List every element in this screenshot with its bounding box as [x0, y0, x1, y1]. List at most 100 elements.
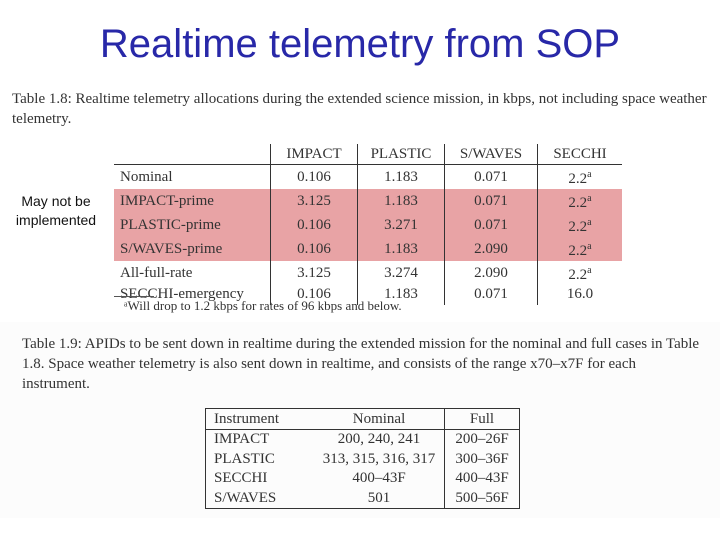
cell-plastic-value: 1.183	[384, 286, 418, 303]
cell-swaves-value: 0.071	[474, 286, 508, 303]
table-row: S/WAVES-prime 0.106 1.183 2.090 2.2a	[114, 237, 622, 261]
footnote-mark: a	[587, 193, 592, 204]
cell-swaves-value: 0.071	[474, 192, 508, 209]
telemetry-allocation-table: IMPACT PLASTIC S/WAVES SECCHI Nominal 0.1…	[114, 144, 622, 305]
cell-impact: 0.106	[270, 164, 358, 189]
cell-plastic: 3.274	[357, 261, 445, 285]
cell-nominal: 400–43F	[352, 470, 406, 487]
cell-full: 500–56F	[444, 488, 520, 509]
cell-plastic: 1.183	[357, 285, 445, 305]
cell-swaves-value: 2.090	[474, 240, 508, 257]
table2-caption: Table 1.9: APIDs to be sent down in real…	[22, 336, 700, 392]
footnote-mark: a	[587, 217, 592, 228]
table-header-row: Instrument Nominal Full	[205, 408, 520, 430]
cell-impact-value: 3.125	[297, 192, 331, 209]
cell-swaves: 0.071	[444, 164, 538, 189]
cell-plastic: 1.183	[357, 164, 445, 189]
footnote-mark: a	[587, 241, 592, 252]
cell-plastic: 1.183	[357, 237, 445, 261]
cell-mode-value: S/WAVES-prime	[120, 240, 223, 257]
cell-secchi: 2.2a	[537, 261, 622, 285]
footnote-rule	[114, 296, 154, 297]
cell-impact-value: 0.106	[297, 168, 331, 185]
cell-secchi-value: 16.0	[566, 286, 594, 303]
cell-swaves: 0.071	[444, 285, 538, 305]
column-header-nominal: Nominal	[314, 408, 445, 430]
cell-swaves-value: 0.071	[474, 216, 508, 233]
cell-secchi-value: 2.2	[568, 219, 588, 235]
cell-impact: 0.106	[270, 237, 358, 261]
cell-mode-value: IMPACT-prime	[120, 192, 214, 209]
cell-mode: All-full-rate	[114, 261, 271, 285]
cell-plastic-value: 1.183	[384, 240, 418, 257]
cell-swaves: 2.090	[444, 237, 538, 261]
table-row: All-full-rate 3.125 3.274 2.090 2.2a	[114, 261, 622, 285]
column-header-swaves: S/WAVES	[444, 144, 538, 165]
cell-full: 400–43F	[444, 469, 520, 489]
cell-impact-value: 0.106	[297, 216, 331, 233]
cell-plastic-value: 1.183	[384, 168, 418, 185]
cell-plastic-value: 3.274	[384, 264, 418, 281]
column-header-instrument: Instrument	[205, 408, 314, 430]
cell-nominal: 313, 315, 316, 317	[322, 450, 436, 467]
cell-swaves: 0.071	[444, 213, 538, 237]
cell-impact: 0.106	[270, 213, 358, 237]
cell-mode: SECCHI-emergency	[114, 285, 271, 305]
table-row: SECCHI-emergency 0.106 1.183 0.071 16.0	[114, 285, 622, 305]
cell-full: 300–36F	[444, 449, 520, 470]
cell-plastic: 1.183	[357, 189, 445, 213]
cell-secchi: 2.2a	[537, 213, 622, 237]
cell-swaves: 0.071	[444, 189, 538, 213]
table-row: Nominal 0.106 1.183 0.071 2.2a	[114, 164, 622, 190]
table-row: S/WAVES 501 500–56F	[206, 488, 520, 509]
cell-instrument: S/WAVES	[214, 490, 277, 507]
cell-mode: S/WAVES-prime	[114, 237, 271, 261]
footnote-mark: a	[587, 169, 592, 180]
column-header-full: Full	[444, 408, 520, 430]
cell-impact: 3.125	[270, 189, 358, 213]
table-row: SECCHI 400–43F 400–43F	[206, 469, 520, 489]
side-note: May not be implemented	[15, 193, 97, 228]
cell-mode-value: All-full-rate	[120, 264, 193, 281]
table1-caption: Table 1.8: Realtime telemetry allocation…	[12, 91, 707, 127]
slide-title: Realtime telemetry from SOP	[99, 22, 621, 66]
table-header-row: IMPACT PLASTIC S/WAVES SECCHI	[114, 144, 622, 165]
cell-swaves-value: 2.090	[474, 264, 508, 281]
column-header-secchi: SECCHI	[537, 144, 622, 165]
apid-table: Instrument Nominal Full IMPACT 200, 240, …	[205, 408, 520, 510]
cell-nominal: 501	[367, 490, 391, 507]
cell-secchi: 2.2a	[537, 237, 622, 261]
table-row: PLASTIC 313, 315, 316, 317 300–36F	[206, 449, 520, 470]
cell-instrument: PLASTIC	[214, 450, 275, 467]
cell-secchi-value: 2.2	[568, 267, 588, 283]
cell-mode-value: Nominal	[120, 168, 173, 185]
column-header-plastic: PLASTIC	[357, 144, 445, 165]
table-row: PLASTIC-prime 0.106 3.271 0.071 2.2a	[114, 213, 622, 237]
cell-mode: Nominal	[114, 165, 271, 190]
table-row: IMPACT-prime 3.125 1.183 0.071 2.2a	[114, 189, 622, 213]
cell-impact: 3.125	[270, 261, 358, 285]
cell-secchi: 2.2a	[537, 189, 622, 213]
table-row: IMPACT 200, 240, 241 200–26F	[206, 429, 520, 450]
cell-plastic: 3.271	[357, 213, 445, 237]
cell-secchi-value: 2.2	[568, 195, 588, 211]
cell-mode: PLASTIC-prime	[114, 213, 271, 237]
cell-mode-value: SECCHI-emergency	[120, 286, 244, 303]
cell-impact-value: 0.106	[297, 286, 331, 303]
cell-plastic-value: 3.271	[384, 216, 418, 233]
cell-swaves-value: 0.071	[474, 168, 508, 185]
footnote-mark: a	[587, 265, 592, 276]
cell-impact-value: 3.125	[297, 264, 331, 281]
column-header-impact: IMPACT	[270, 144, 358, 165]
cell-secchi: 16.0	[537, 285, 622, 305]
cell-instrument: IMPACT	[214, 431, 270, 448]
cell-nominal: 200, 240, 241	[337, 431, 421, 448]
cell-full: 200–26F	[444, 429, 520, 450]
cell-instrument: SECCHI	[214, 470, 268, 487]
cell-impact-value: 0.106	[297, 240, 331, 257]
cell-mode: IMPACT-prime	[114, 189, 271, 213]
cell-swaves: 2.090	[444, 261, 538, 285]
cell-plastic-value: 1.183	[384, 192, 418, 209]
cell-secchi-value: 2.2	[568, 243, 588, 259]
cell-secchi-value: 2.2	[568, 171, 588, 187]
